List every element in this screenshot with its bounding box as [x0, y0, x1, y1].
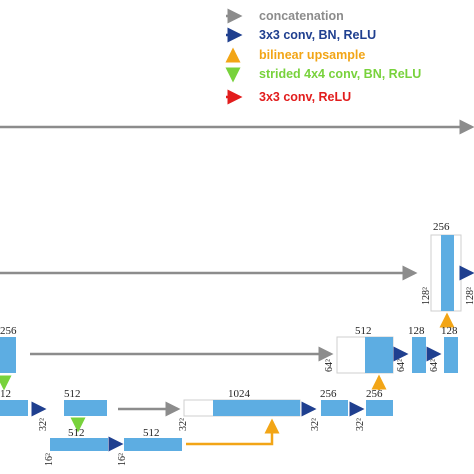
channel-label-512-bottom-b: 512 [143, 427, 160, 439]
channel-label-512-right: 512 [355, 325, 372, 337]
resolution-label-32-b: 32² [178, 418, 189, 431]
channel-label-256-left: 256 [0, 325, 17, 337]
resolution-label-32-d: 32² [355, 418, 366, 431]
feature-block-256-b-32res [366, 400, 393, 416]
channel-label-512-mid: 512 [64, 388, 81, 400]
channel-label-256-top: 256 [433, 221, 450, 233]
resolution-label-128-right: 128² [465, 287, 474, 305]
channel-label-512-bottom-a: 512 [68, 427, 85, 439]
resolution-label-32-c: 32² [310, 418, 321, 431]
resolution-label-32-a: 32² [38, 418, 49, 431]
resolution-label-64-b: 64² [396, 359, 407, 372]
legend-strided-label: strided 4x4 conv, BN, ReLU [259, 67, 421, 81]
feature-block-256-128res [441, 235, 454, 311]
legend-concat-label: concatenation [259, 9, 344, 23]
feature-block-128-b [444, 337, 458, 373]
resolution-label-16-a: 16² [44, 453, 55, 466]
resolution-label-64-a: 64² [324, 359, 335, 372]
resolution-label-64-c: 64² [429, 359, 440, 372]
feature-block-512-a-16res [50, 438, 108, 451]
channel-label-1024: 1024 [228, 388, 251, 400]
channel-label-128-a: 128 [408, 325, 425, 337]
channel-label-128-b: 128 [441, 325, 458, 337]
legend-upsample-label: bilinear upsample [259, 48, 365, 62]
feature-block-256-left [0, 337, 16, 373]
upsample-arrow-16-to-32 [186, 418, 280, 446]
feature-block-256-a-32res [321, 400, 348, 416]
resolution-label-128-left: 128² [421, 287, 432, 305]
legend: concatenation 3x3 conv, BN, ReLU bilinea… [225, 8, 421, 105]
channel-label-256-a: 256 [320, 388, 337, 400]
legend-conv-label: 3x3 conv, BN, ReLU [259, 28, 376, 42]
feature-block-512-mid-32res [64, 400, 107, 416]
feature-block-512-b-16res [124, 438, 182, 451]
feature-block-512-left-32res [0, 400, 28, 416]
resolution-label-16-b: 16² [117, 453, 128, 466]
legend-relu-label: 3x3 conv, ReLU [259, 90, 351, 104]
feature-block-128-a [412, 337, 426, 373]
feature-block-512-64res [365, 337, 393, 373]
channel-label-512-left: 12 [0, 388, 11, 400]
feature-block-1024-32res [213, 400, 300, 416]
channel-label-256-b: 256 [366, 388, 383, 400]
